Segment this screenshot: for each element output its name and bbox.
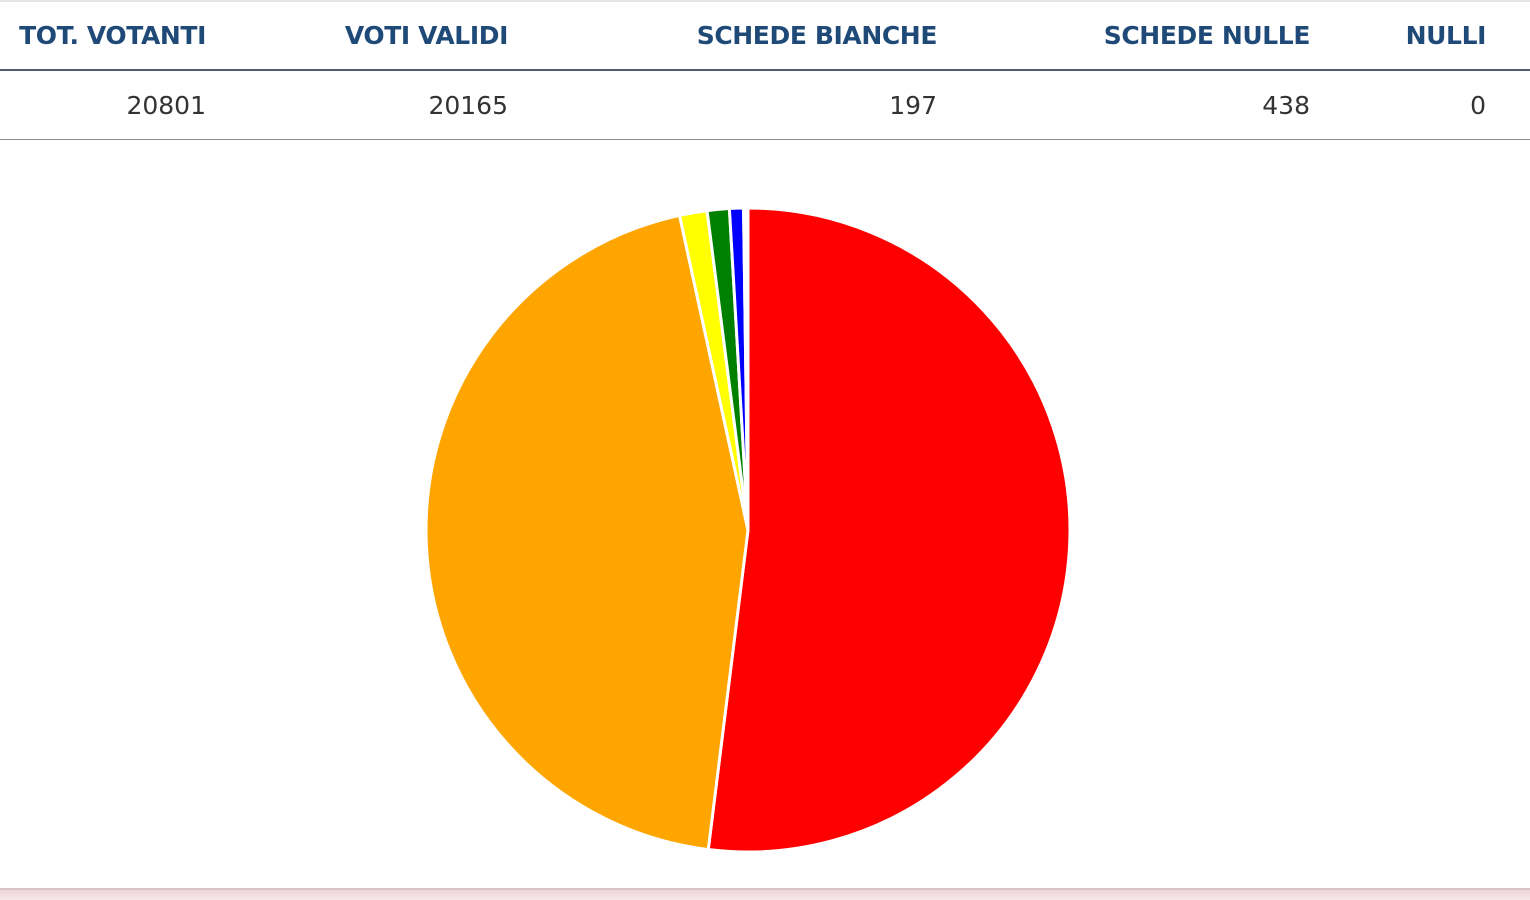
pie-slice-7[interactable] — [745, 206, 750, 532]
value-spacer — [1486, 70, 1530, 140]
table-header-row: TOT. VOTANTI VOTI VALIDI SCHEDE BIANCHE … — [0, 2, 1530, 71]
pie-slice-2[interactable] — [424, 213, 750, 852]
results-pie-chart-area — [0, 143, 1530, 888]
voters-totals-table: TOT. VOTANTI VOTI VALIDI SCHEDE BIANCHE … — [0, 2, 1530, 140]
bottom-divider — [0, 888, 1530, 900]
top-divider — [0, 0, 1530, 2]
value-nulli: 0 — [1310, 70, 1486, 140]
header-schede-bianche: SCHEDE BIANCHE — [508, 2, 937, 71]
pie-slice-1[interactable] — [706, 206, 1072, 854]
header-spacer — [1486, 2, 1530, 71]
value-schede-bianche: 197 — [508, 70, 937, 140]
header-voti-validi: VOTI VALIDI — [206, 2, 508, 71]
table-row: 20801 20165 197 438 0 — [0, 70, 1530, 140]
results-pie-chart — [424, 206, 1072, 854]
header-tot-votanti: TOT. VOTANTI — [0, 2, 206, 71]
header-nulli: NULLI — [1310, 2, 1486, 71]
header-schede-nulle: SCHEDE NULLE — [937, 2, 1310, 71]
value-schede-nulle: 438 — [937, 70, 1310, 140]
value-tot-votanti: 20801 — [0, 70, 206, 140]
value-voti-validi: 20165 — [206, 70, 508, 140]
